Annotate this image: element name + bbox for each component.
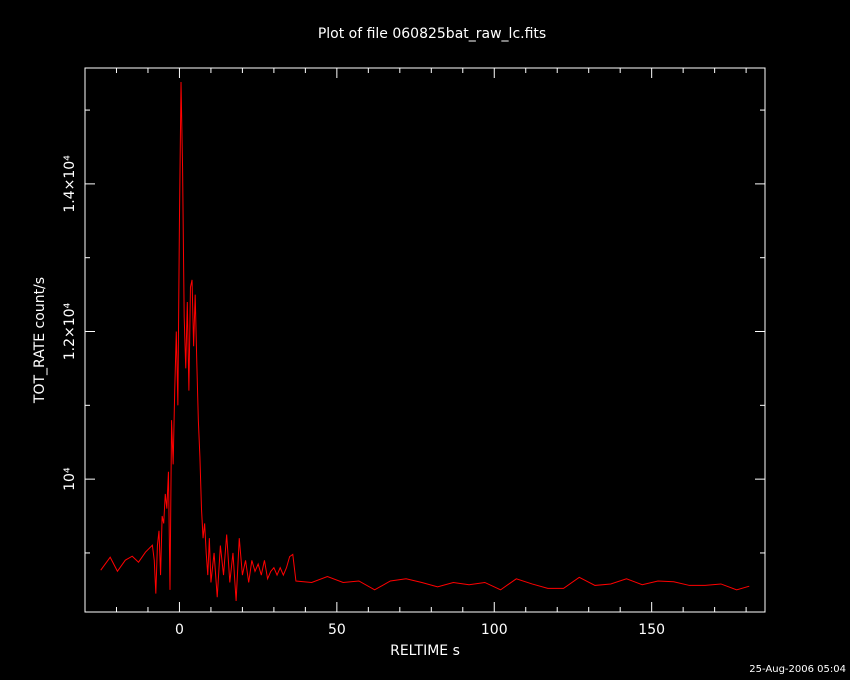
footer: 25-Aug-2006 05:04 [749, 664, 846, 675]
y-tick-label: 1.2×10⁴ [62, 302, 78, 360]
x-tick-label: 0 [175, 622, 184, 638]
plot-frame [84, 67, 766, 613]
y-tick-label: 10⁴ [62, 467, 78, 491]
y-tick-label: 1.4×10⁴ [62, 155, 78, 213]
x-axis-label: RELTIME s [390, 643, 460, 659]
light-curve [100, 82, 750, 601]
y-axis-label: TOT_RATE count/s [32, 277, 48, 404]
chart-title: Plot of file 060825bat_raw_lc.fits [318, 26, 546, 42]
x-tick-label: 100 [481, 622, 508, 638]
x-tick-label: 50 [328, 622, 346, 638]
x-tick-label: 150 [638, 622, 665, 638]
